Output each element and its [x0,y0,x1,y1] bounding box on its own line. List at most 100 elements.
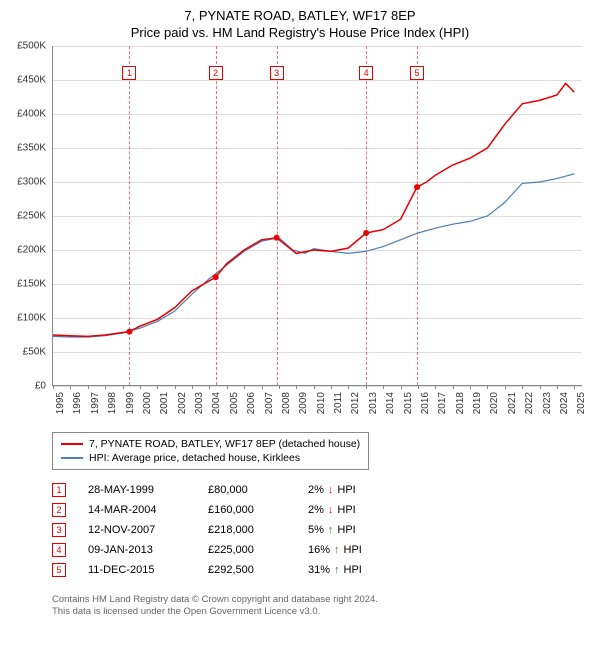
x-tick-label: 2010 [316,392,327,414]
title-block: 7, PYNATE ROAD, BATLEY, WF17 8EP Price p… [10,8,590,40]
x-tick-label: 2015 [403,392,414,414]
y-tick-label: £400K [17,109,46,120]
sale-row-marker: 4 [52,543,66,557]
y-axis: £0£50K£100K£150K£200K£250K£300K£350K£400… [10,46,48,386]
legend-label: 7, PYNATE ROAD, BATLEY, WF17 8EP (detach… [89,438,360,450]
x-tick-label: 2017 [437,392,448,414]
x-tick-label: 2013 [368,392,379,414]
sale-point [414,184,420,190]
arrow-down-icon: ↓ [328,484,334,496]
x-tick-label: 2007 [264,392,275,414]
y-tick-label: £50K [23,347,46,358]
x-tick-label: 2024 [559,392,570,414]
x-tick-label: 2000 [142,392,153,414]
sale-row: 2 14-MAR-2004£160,0002% ↓HPI [52,500,590,520]
sale-point [274,235,280,241]
y-tick-label: £150K [17,279,46,290]
x-tick-label: 2016 [420,392,431,414]
x-tick-label: 2011 [333,392,344,414]
x-tick-label: 2009 [298,392,309,414]
title-address: 7, PYNATE ROAD, BATLEY, WF17 8EP [10,8,590,23]
y-tick-label: £500K [17,41,46,52]
x-tick-label: 2012 [350,392,361,414]
sale-price: £225,000 [208,544,308,556]
legend-swatch [61,457,83,459]
x-tick-label: 2008 [281,392,292,414]
sale-row: 1 28-MAY-1999£80,0002% ↓HPI [52,480,590,500]
gridline [53,386,582,387]
series-svg [53,46,583,386]
sale-delta-ref: HPI [344,544,362,556]
title-subtitle: Price paid vs. HM Land Registry's House … [10,25,590,40]
series-hpi [53,174,574,337]
arrow-down-icon: ↓ [328,504,334,516]
sale-row-marker: 1 [52,483,66,497]
sale-price: £292,500 [208,564,308,576]
sale-delta-ref: HPI [337,484,355,496]
x-tick-label: 1997 [90,392,101,414]
sale-delta-pct: 5% [308,524,324,536]
legend-row: 7, PYNATE ROAD, BATLEY, WF17 8EP (detach… [61,437,360,451]
legend-swatch [61,443,83,445]
x-tick-label: 1998 [107,392,118,414]
x-tick-label: 2004 [211,392,222,414]
x-tick-label: 2001 [159,392,170,414]
y-tick-label: £350K [17,143,46,154]
sale-point [363,230,369,236]
sale-row: 5 11-DEC-2015£292,50031% ↑ HPI [52,560,590,580]
sale-delta: 5% ↑HPI [308,524,356,536]
x-tick-label: 2006 [246,392,257,414]
arrow-up-icon: ↑ [328,524,334,536]
y-tick-label: £250K [17,211,46,222]
sale-delta: 2% ↓HPI [308,484,356,496]
sale-delta: 2% ↓HPI [308,504,356,516]
sale-date: 11-DEC-2015 [88,564,208,576]
sale-delta-ref: HPI [337,524,355,536]
footer-line1: Contains HM Land Registry data © Crown c… [52,594,590,606]
x-tick-label: 2014 [385,392,396,414]
sale-delta: 31% ↑ HPI [308,564,362,576]
sale-row-marker: 5 [52,563,66,577]
sale-delta-pct: 16% [308,544,330,556]
sale-date: 09-JAN-2013 [88,544,208,556]
x-tick-label: 2022 [524,392,535,414]
sale-date: 14-MAR-2004 [88,504,208,516]
sale-delta-pct: 2% [308,484,324,496]
sale-price: £80,000 [208,484,308,496]
y-tick-label: £100K [17,313,46,324]
sale-date: 12-NOV-2007 [88,524,208,536]
arrow-up-icon: ↑ [334,564,340,576]
footer-line2: This data is licensed under the Open Gov… [52,606,590,618]
legend-label: HPI: Average price, detached house, Kirk… [89,452,300,464]
sale-price: £160,000 [208,504,308,516]
x-tick-label: 1995 [55,392,66,414]
y-tick-label: £200K [17,245,46,256]
y-tick-label: £300K [17,177,46,188]
plot-area: 12345 [52,46,582,386]
sale-delta-ref: HPI [337,504,355,516]
chart-container: 7, PYNATE ROAD, BATLEY, WF17 8EP Price p… [0,0,600,629]
x-tick-label: 2018 [455,392,466,414]
x-tick-label: 1996 [72,392,83,414]
x-tick-label: 2025 [576,392,587,414]
x-tick-label: 2005 [229,392,240,414]
sale-delta-ref: HPI [344,564,362,576]
y-tick-label: £0 [35,381,46,392]
y-tick-label: £450K [17,75,46,86]
sale-price: £218,000 [208,524,308,536]
x-tick-label: 1999 [125,392,136,414]
x-tick-label: 2023 [542,392,553,414]
sale-delta-pct: 2% [308,504,324,516]
legend-row: HPI: Average price, detached house, Kirk… [61,451,360,465]
sale-point [126,329,132,335]
sale-row: 3 12-NOV-2007£218,0005% ↑HPI [52,520,590,540]
x-tick-label: 2019 [472,392,483,414]
legend: 7, PYNATE ROAD, BATLEY, WF17 8EP (detach… [52,432,369,470]
x-axis: 1995199619971998199920002001200220032004… [52,390,582,426]
sale-row-marker: 2 [52,503,66,517]
sale-row-marker: 3 [52,523,66,537]
sale-date: 28-MAY-1999 [88,484,208,496]
sale-row: 4 09-JAN-2013£225,00016%↑HPI [52,540,590,560]
sale-delta: 16%↑HPI [308,544,362,556]
sale-delta-pct: 31% [308,564,330,576]
